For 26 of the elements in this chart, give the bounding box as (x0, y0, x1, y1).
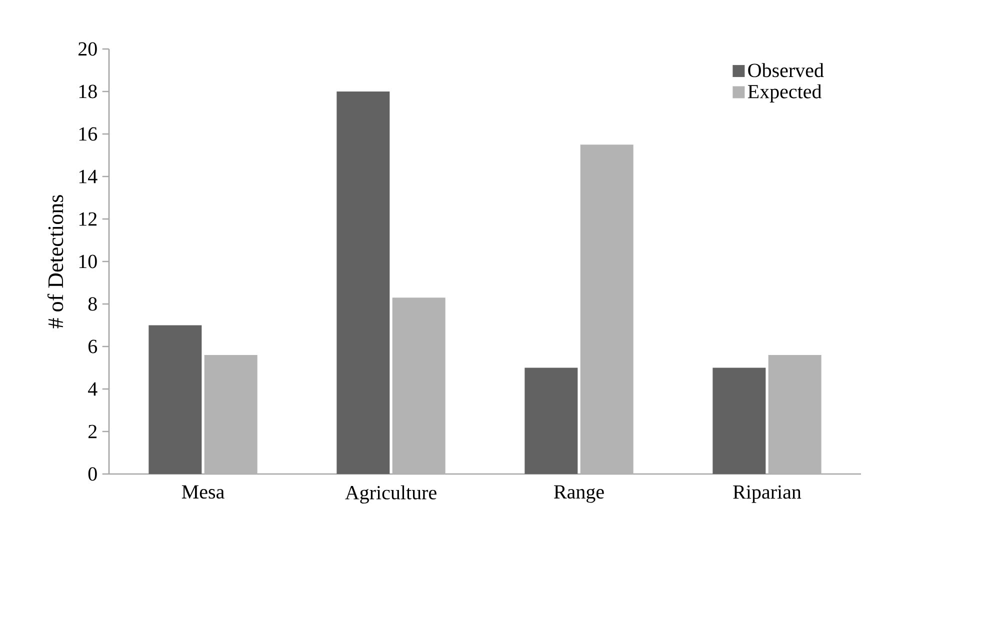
y-tick-label: 0 (88, 467, 97, 481)
legend-label: Expected (748, 84, 822, 102)
x-tick-label: Range (554, 485, 604, 503)
x-tick-label: Riparian (733, 485, 802, 503)
bar (768, 354, 822, 474)
y-tick-label: 2 (88, 424, 97, 438)
y-tick-label: 16 (79, 127, 98, 141)
bar (204, 354, 258, 474)
y-tick-label: 10 (79, 254, 97, 268)
y-tick-label: 14 (79, 170, 98, 184)
x-tick-label: Mesa (182, 485, 224, 499)
bar (712, 368, 766, 474)
bar (524, 368, 578, 474)
legend-label: Observed (748, 63, 824, 78)
bar (336, 91, 390, 474)
y-axis-title: # of Detections (47, 195, 64, 328)
y-tick-label: 4 (88, 382, 98, 396)
bar (148, 325, 202, 474)
y-tick-label: 12 (79, 212, 97, 226)
y-tick-label: 18 (79, 84, 97, 98)
bar (580, 144, 634, 474)
y-tick-label: 20 (78, 42, 97, 56)
y-tick-label: 8 (88, 297, 97, 311)
y-tick-label: 6 (88, 340, 98, 354)
x-tick-label: Agriculture (345, 485, 436, 504)
bar (392, 298, 446, 474)
